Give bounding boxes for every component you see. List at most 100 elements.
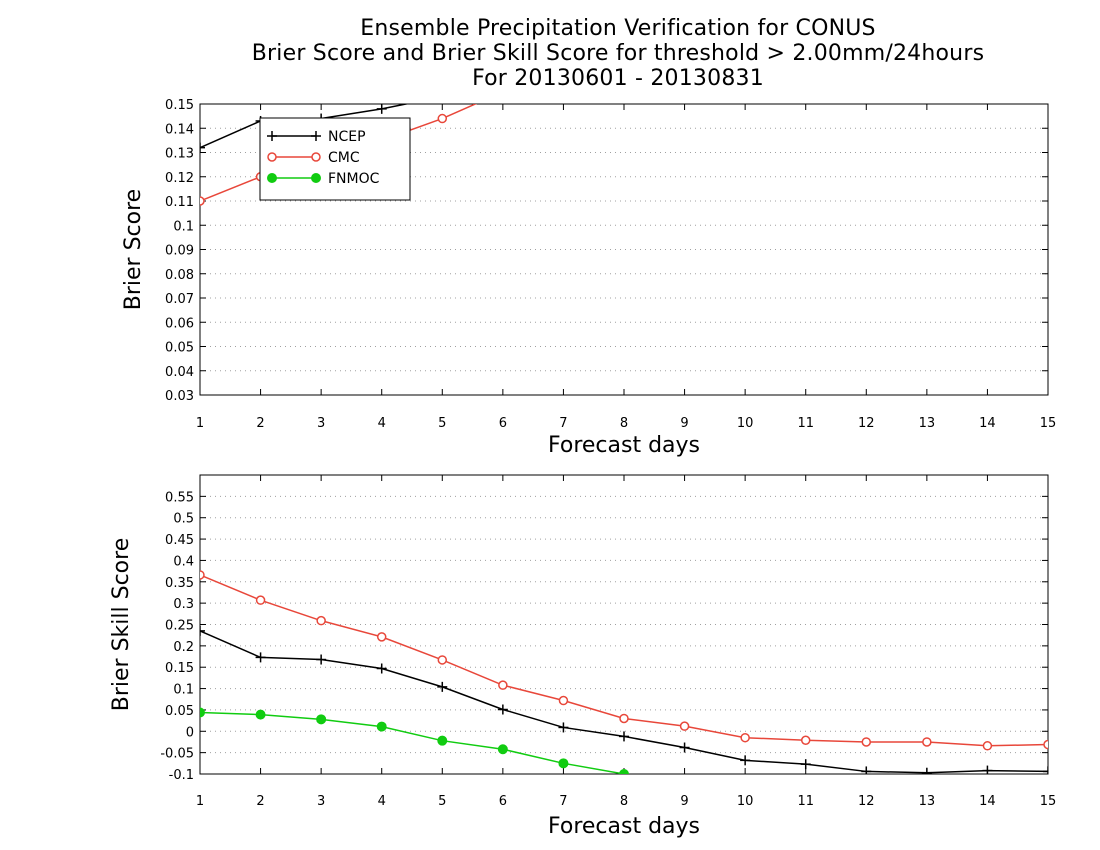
panel-2-xtick-label-0: 1 (196, 794, 204, 809)
panel-2-fnmoc-point-3 (316, 714, 327, 725)
panel-1-ytick-label-10: 0.13 (165, 147, 194, 162)
chart-title-line-3: For 20130601 - 20130831 (472, 66, 764, 91)
panel-2: -0.1 -0.05 0 0.05 0.1 0.15 0.2 0.25 0.3 0.35 0.4 0.… (109, 474, 1057, 839)
panel-2-xtick-label-6: 7 (559, 794, 567, 809)
legend-fnmoc-marker-right (311, 173, 321, 183)
panel-2-ytick-label-5: 0.15 (165, 661, 194, 676)
panel-1-ytick-label-8: 0.11 (165, 195, 194, 210)
panel-1-ytick-label-2: 0.05 (165, 341, 194, 356)
panel-2-cmc-point-14 (982, 741, 993, 751)
panel-1-y-axis-label: Brier Score (121, 189, 146, 310)
panel-2-fnmoc-line-0 (200, 711, 625, 774)
panel-2-ytick-label-10: 0.4 (173, 554, 194, 569)
panel-1-xtick-label-6: 7 (559, 416, 567, 431)
panel-1-xtick-label-10: 11 (797, 416, 814, 431)
panel-2-cmc-point-12 (861, 737, 872, 747)
panel-2-cmc-point-13 (922, 737, 932, 747)
legend-cmc-label: CMC (328, 150, 360, 166)
chart-title-line-1: Ensemble Precipitation Verification for … (360, 16, 876, 41)
panel-2-cmc-point-10 (740, 732, 750, 743)
legend-box (259, 117, 411, 201)
panel-1-xtick-label-9: 10 (737, 416, 754, 431)
panel-1-xtick-label-1: 2 (256, 416, 264, 431)
panel-2-fnmoc-point-5 (437, 735, 448, 746)
legend-ncep-label: NCEP (328, 129, 366, 145)
panel-2-y-axis-label: Brier Skill Score (109, 538, 134, 711)
panel-2-cmc-point-6 (498, 680, 508, 690)
panel-2-ytick-label-2: 0 (186, 725, 194, 740)
panel-2-fnmoc-point-7 (558, 758, 569, 769)
panel-1-x-axis-label: Forecast days (548, 433, 700, 458)
panel-2-cmc-point-3 (316, 615, 326, 626)
panel-2-ytick-label-7: 0.25 (165, 619, 194, 634)
panel-2-xtick-label-11: 12 (858, 794, 875, 809)
panel-1-ytick-label-11: 0.14 (165, 122, 194, 137)
panel-2-ytick-label-12: 0.5 (173, 512, 194, 527)
panel-1-cmc-point-1 (200, 196, 205, 206)
panel-2-xtick-label-10: 11 (797, 794, 814, 809)
panel-1-xtick-label-7: 8 (620, 416, 628, 431)
panel-2-series-group (200, 570, 1048, 774)
panel-1-ytick-label-1: 0.04 (165, 365, 194, 380)
panel-2-cmc-point-8 (619, 713, 629, 724)
panel-2-ytick-label-4: 0.1 (173, 683, 194, 698)
panel-1-ytick-label-12: 0.15 (165, 98, 194, 113)
panel-1-ytick-label-9: 0.12 (165, 171, 194, 186)
panel-2-xtick-label-5: 6 (499, 794, 507, 809)
panel-2-xtick-label-4: 5 (438, 794, 446, 809)
panel-1-ytick-label-5: 0.08 (165, 268, 194, 283)
panel-2-cmc-point-9 (679, 721, 690, 731)
panel-2-x-axis-label: Forecast days (548, 814, 700, 839)
panel-2-xtick-label-12: 13 (919, 794, 936, 809)
chart-title-block: Ensemble Precipitation Verification for … (0, 16, 1100, 91)
panel-1-cmc-point-6 (499, 88, 507, 96)
panel-2-ncep-line-0 (200, 630, 1048, 774)
panel-2-xtick-label-3: 4 (378, 794, 386, 809)
legend-cmc-marker-left (267, 152, 277, 162)
panel-2-cmc-point-11 (800, 735, 811, 746)
panel-1: 0.03 0.04 0.05 0.06 0.07 0.08 0.09 0.1 0.11 0.12 0… (121, 88, 1057, 458)
panel-1-xtick-label-11: 12 (858, 416, 875, 431)
panel-2-ytick-label-1: -0.05 (160, 747, 194, 762)
panel-2-xtick-label-8: 9 (680, 794, 688, 809)
panel-1-xtick-label-12: 13 (919, 416, 936, 431)
panel-2-cmc-point-7 (558, 695, 569, 706)
panel-2-fnmoc-point-1 (200, 707, 205, 718)
panel-2-xtick-label-2: 3 (317, 794, 325, 809)
panel-1-ytick-label-3: 0.06 (165, 316, 194, 331)
panel-2-xtick-label-1: 2 (256, 794, 264, 809)
panel-1-xtick-label-4: 5 (438, 416, 446, 431)
panel-2-fnmoc-point-8 (619, 769, 629, 774)
panel-1-ytick-label-0: 0.03 (165, 389, 194, 404)
panel-2-cmc-point-1 (200, 570, 205, 580)
panel-2-xtick-label-13: 14 (979, 794, 996, 809)
panel-1-xtick-label-0: 1 (196, 416, 204, 431)
legend-fnmoc-marker-left (267, 173, 277, 183)
legend-cmc-marker-right (311, 152, 321, 162)
panel-2-cmc-point-5 (437, 655, 448, 665)
panel-1-cmc-point-5 (437, 113, 448, 124)
panel-2-cmc-point-15 (1043, 739, 1048, 750)
panel-2-xtick-label-7: 8 (620, 794, 628, 809)
panel-2-cmc-point-4 (376, 632, 387, 642)
panel-2-fnmoc-point-6 (497, 744, 508, 755)
panel-2-fnmoc-point-2 (255, 709, 266, 720)
panel-2-cmc-point-2 (255, 595, 266, 605)
panel-1-legend: NCEP CMC FNMOC (259, 117, 411, 201)
legend-fnmoc-label: FNMOC (328, 171, 380, 187)
panel-2-ytick-label-11: 0.45 (165, 533, 194, 548)
panel-1-xtick-label-3: 4 (378, 416, 386, 431)
panel-2-ytick-label-3: 0.05 (165, 704, 194, 719)
panel-2-ytick-label-6: 0.2 (173, 640, 194, 655)
panel-2-ytick-label-13: 0.55 (165, 490, 194, 505)
panel-2-ytick-label-0: -0.1 (169, 768, 194, 783)
panel-1-ytick-label-7: 0.1 (173, 219, 194, 234)
panel-1-xtick-label-14: 15 (1040, 416, 1057, 431)
panel-1-xtick-label-2: 3 (317, 416, 325, 431)
panel-2-xtick-label-9: 10 (737, 794, 754, 809)
panel-2-ytick-label-9: 0.35 (165, 576, 194, 591)
panel-1-xtick-label-8: 9 (680, 416, 688, 431)
panel-2-fnmoc-point-4 (376, 721, 387, 732)
panel-2-xtick-label-14: 15 (1040, 794, 1057, 809)
